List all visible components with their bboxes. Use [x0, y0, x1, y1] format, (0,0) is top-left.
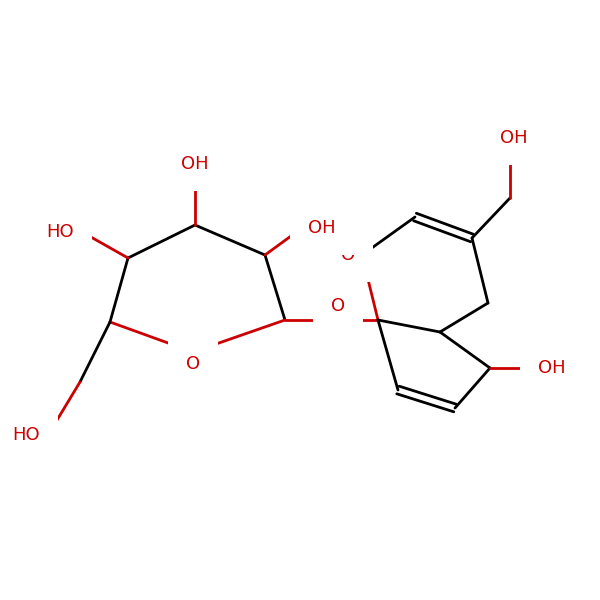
- Text: O: O: [341, 246, 355, 264]
- Text: HO: HO: [46, 223, 74, 241]
- Text: HO: HO: [12, 426, 40, 444]
- Text: OH: OH: [308, 219, 336, 237]
- Text: O: O: [331, 297, 345, 315]
- Text: OH: OH: [181, 155, 209, 173]
- Text: OH: OH: [538, 359, 566, 377]
- Text: OH: OH: [500, 129, 528, 147]
- Text: O: O: [186, 355, 200, 373]
